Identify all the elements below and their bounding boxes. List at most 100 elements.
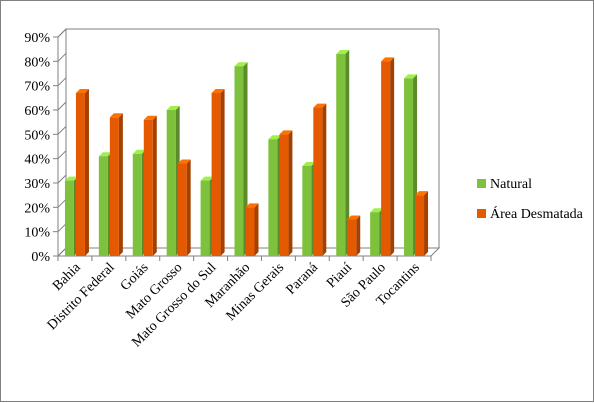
bar-top [234,62,248,67]
bar-top [347,215,361,220]
bar-side [424,191,429,256]
bar-top [370,208,384,213]
chart-legend: Natural Área Desmatada [477,177,584,222]
bar-front [347,219,357,256]
bar-front [98,156,108,256]
bar [381,57,395,257]
bar-top [302,161,316,166]
y-tick-diagonal [57,174,67,184]
legend-label: Área Desmatada [490,205,584,222]
bar-front [279,134,289,256]
chart-bars [64,50,429,257]
legend-swatch [477,209,486,218]
bar-side [84,88,89,256]
bar-side [322,103,327,256]
bar [211,88,225,256]
bar-front [404,78,414,256]
y-tick-diagonal [57,198,67,208]
bar-front [177,163,187,256]
bar [279,130,293,256]
bar-front [64,180,74,256]
bar-front [415,195,425,256]
bar-front [143,119,153,256]
x-tick-label: Piauí [324,260,355,291]
bar-side [220,88,225,256]
legend-label: Natural [490,177,532,192]
bar-top [404,74,418,79]
bar [143,115,157,256]
y-tick-label: 50% [24,128,50,143]
bar [109,113,123,256]
bar-front [234,66,244,256]
y-tick-label: 80% [24,55,50,70]
bar-side [118,113,123,256]
bar [75,88,89,256]
y-tick-label: 70% [24,80,50,95]
bar [336,50,350,257]
y-tick-diagonal [57,28,67,38]
bar-front [370,212,380,256]
legend-item: Natural [477,177,532,192]
y-tick-diagonal [57,52,67,62]
y-tick-label: 60% [24,104,50,119]
y-tick-label: 90% [24,31,50,46]
bar [313,103,327,256]
bar-front [381,61,391,257]
bar-side [254,203,259,256]
bar-front [109,117,119,256]
legend-item: Área Desmatada [477,205,584,222]
bar-top [98,152,112,157]
bar-top [415,191,429,196]
bar [177,159,191,256]
bar-front [302,165,312,256]
y-tick-label: 10% [24,226,50,241]
bar-front [336,54,346,257]
bar-top [268,135,282,140]
bar-top [132,149,146,154]
bar-side [186,159,191,256]
bar-top [200,176,214,181]
bar-side [152,115,157,256]
bar-top [166,106,180,110]
y-tick-label: 40% [24,153,50,168]
bar-side [345,50,350,257]
y-tick-label: 30% [24,177,50,192]
y-tick-label: 20% [24,201,50,216]
y-tick-label: 0% [31,250,50,265]
bar-top [75,88,89,93]
bar-front [313,107,323,256]
bar-front [245,207,255,256]
bar-top [336,50,350,55]
bar-top [381,57,395,62]
bar [245,203,259,256]
y-tick-diagonal [57,101,67,111]
bar-side [390,57,395,257]
bar-top [64,176,78,181]
bar-top [245,203,259,208]
bar-top [279,130,293,135]
y-tick-diagonal [57,77,67,87]
bar-top [143,115,157,120]
bar-front [200,180,210,256]
bar-top [177,159,191,164]
bar-front [166,110,176,256]
legend-swatch [477,179,486,188]
y-tick-diagonal [57,247,67,257]
y-tick-labels: 0% 10% 20% 30% 40% 50% 60% 70% 80% 90% [24,31,50,265]
bar-front [75,92,85,256]
bar-side [356,215,361,256]
bar-front [132,153,142,256]
x-tick-label: Paraná [284,260,322,298]
y-tick-diagonal [57,150,67,160]
bar-top [313,103,327,108]
bar [415,191,429,256]
bar-top [109,113,123,118]
bar-front [211,92,221,256]
bar-top [211,88,225,93]
bar [347,215,361,256]
y-tick-diagonal [57,223,67,233]
bar-side [288,130,293,256]
